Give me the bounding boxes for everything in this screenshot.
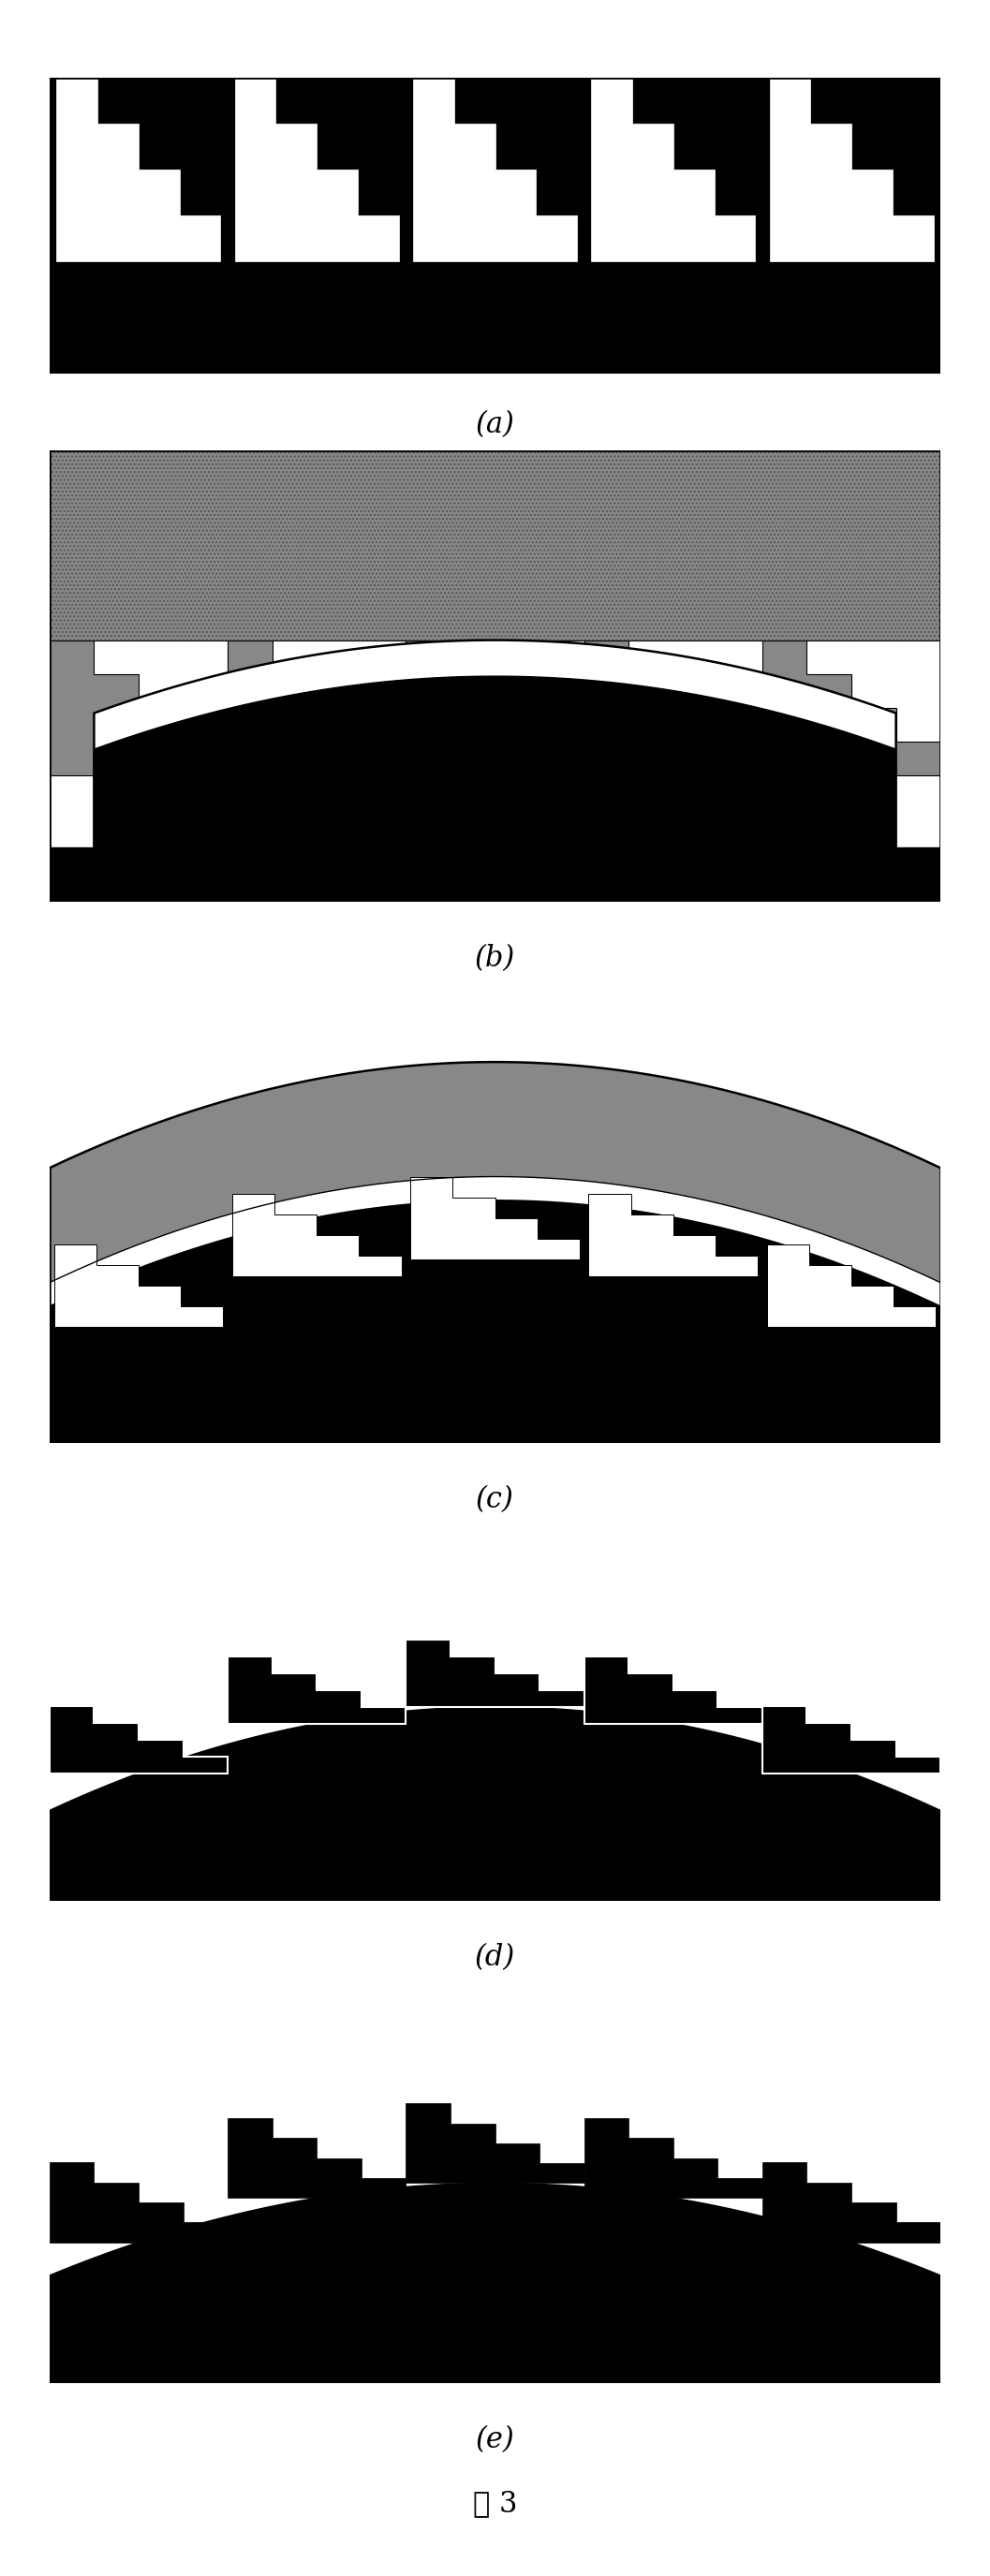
Polygon shape (50, 77, 940, 374)
Polygon shape (762, 641, 940, 775)
Polygon shape (762, 1705, 940, 1772)
Polygon shape (589, 1193, 758, 1275)
Polygon shape (584, 451, 762, 641)
Polygon shape (54, 1244, 224, 1327)
Text: (d): (d) (475, 1942, 515, 1973)
Polygon shape (228, 451, 406, 641)
Polygon shape (406, 451, 584, 641)
Text: (c): (c) (476, 1484, 514, 1515)
Polygon shape (50, 2161, 228, 2241)
Text: 图 3: 图 3 (473, 2488, 517, 2519)
Polygon shape (50, 641, 228, 775)
Polygon shape (233, 1193, 402, 1275)
Polygon shape (584, 2117, 762, 2197)
Polygon shape (50, 848, 940, 902)
Polygon shape (94, 677, 896, 848)
Polygon shape (406, 1638, 584, 1708)
Polygon shape (228, 2117, 406, 2197)
Polygon shape (406, 2102, 584, 2184)
Text: (e): (e) (475, 2424, 515, 2455)
Polygon shape (50, 451, 228, 641)
Polygon shape (50, 1708, 940, 1901)
Polygon shape (50, 1200, 940, 1443)
Polygon shape (228, 1656, 406, 1723)
Text: (a): (a) (475, 410, 515, 440)
Polygon shape (584, 641, 762, 775)
Polygon shape (406, 641, 584, 775)
Polygon shape (50, 1177, 940, 1306)
Polygon shape (411, 1177, 580, 1260)
Polygon shape (50, 1061, 940, 1283)
Polygon shape (228, 641, 406, 775)
Polygon shape (767, 1244, 937, 1327)
Polygon shape (50, 2184, 940, 2383)
Polygon shape (235, 77, 399, 260)
Polygon shape (94, 641, 896, 848)
Polygon shape (762, 451, 940, 641)
Polygon shape (56, 77, 221, 260)
Polygon shape (584, 1656, 762, 1723)
Polygon shape (413, 77, 577, 260)
Polygon shape (50, 451, 940, 641)
Polygon shape (762, 2161, 940, 2241)
Polygon shape (591, 77, 755, 260)
Polygon shape (769, 77, 934, 260)
Polygon shape (50, 1705, 228, 1772)
Text: (b): (b) (475, 943, 515, 974)
